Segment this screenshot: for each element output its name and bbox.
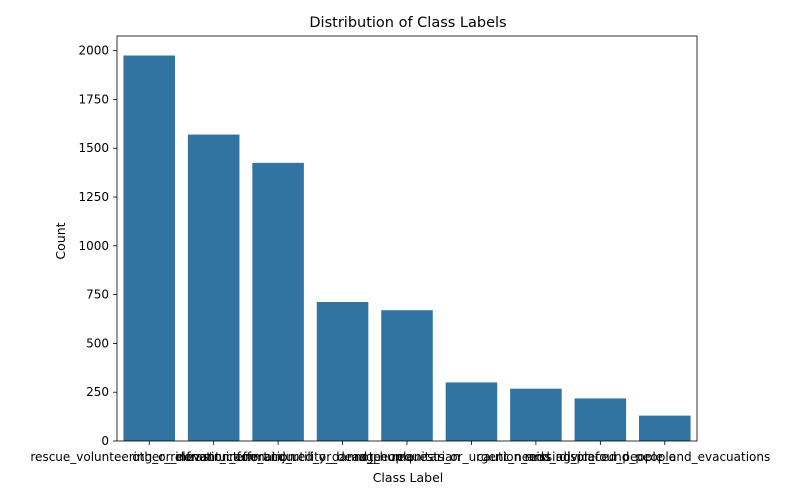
- x-tick-label: requests_or_urgent_needs: [392, 450, 550, 464]
- bar-injured_or_dead_people: [316, 302, 369, 441]
- y-tick-label: 1250: [78, 190, 109, 204]
- y-tick-label: 0: [101, 434, 109, 448]
- x-tick-label: other_relevant_information: [132, 450, 295, 464]
- bar-caution_and_advice: [510, 388, 562, 441]
- chart-title: Distribution of Class Labels: [309, 15, 506, 31]
- bar-other_relevant_information: [187, 134, 240, 441]
- x-tick-label: infrastructure_and_utility_damage: [175, 450, 381, 464]
- x-tick-label: caution_and_advice: [477, 450, 596, 464]
- x-tick-label: not_humanitarian: [354, 450, 460, 464]
- bar-requests_or_urgent_needs: [445, 382, 498, 441]
- y-tick-label: 500: [86, 336, 109, 350]
- bar-not_humanitarian: [381, 310, 433, 441]
- y-axis-ticks: 0 250 500 750 1000 1250 1500 1750 2000: [78, 44, 117, 448]
- y-tick-label: 250: [86, 385, 109, 399]
- bar-rescue_volunteering_or_donation_effort: [123, 55, 175, 442]
- plot-frame: [116, 35, 698, 442]
- y-tick-label: 2000: [78, 44, 109, 58]
- y-tick-label: 1000: [78, 239, 109, 253]
- x-axis-label: Class Label: [373, 470, 444, 485]
- x-tick-label: missing_or_found_people: [525, 450, 676, 464]
- y-tick-label: 750: [86, 288, 109, 302]
- bar-infrastructure_and_utility_damage: [252, 162, 304, 441]
- y-axis-label: Count: [53, 222, 68, 259]
- x-axis-ticks: rescue_volunteering_or_donation_effortot…: [30, 441, 770, 464]
- y-tick-label: 1500: [78, 141, 109, 155]
- y-tick-label: 1750: [78, 92, 109, 106]
- bar-displaced_people_and_evacuations: [639, 415, 691, 441]
- bars-group: [123, 55, 691, 442]
- x-tick-label: rescue_volunteering_or_donation_effort: [30, 450, 268, 464]
- x-tick-label: injured_or_dead_people: [271, 450, 413, 464]
- bar-missing_or_found_people: [574, 398, 627, 441]
- x-tick-label: displaced_people_and_evacuations: [559, 450, 770, 464]
